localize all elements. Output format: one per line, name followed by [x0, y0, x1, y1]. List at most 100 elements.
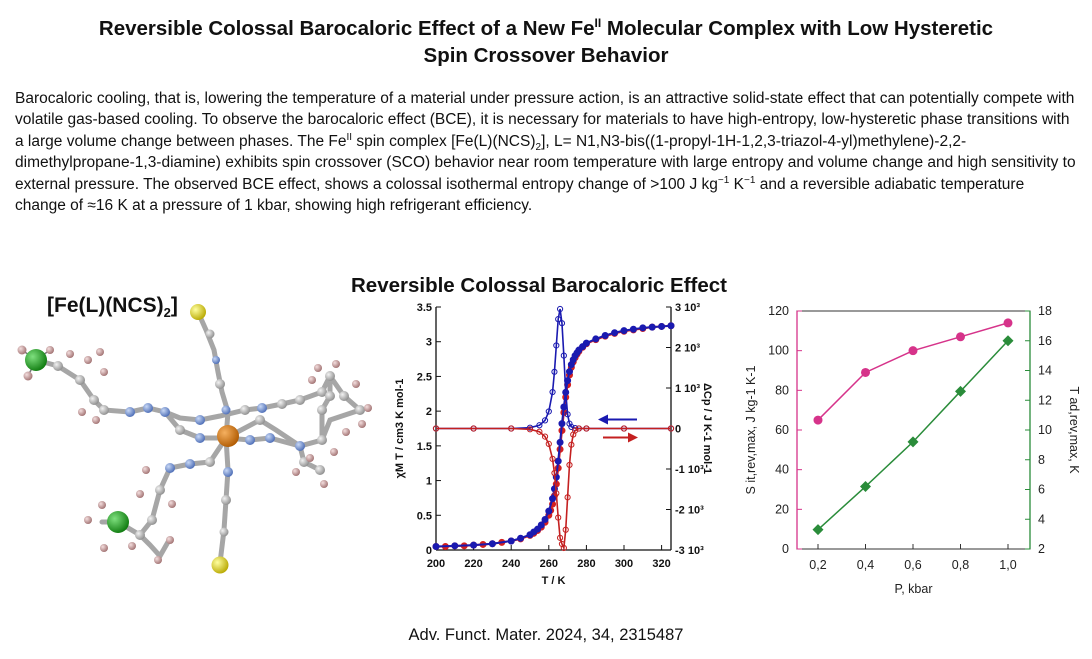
- data-point: [555, 514, 562, 521]
- data-point: [545, 507, 553, 515]
- temperature-data-point: [812, 524, 824, 536]
- data-point: [536, 422, 543, 429]
- y2-tick-label: 14: [1038, 364, 1052, 378]
- data-point: [555, 316, 562, 323]
- y-tick-label: 20: [775, 502, 789, 516]
- data-point: [470, 541, 478, 549]
- y2-tick-label: 18: [1038, 304, 1052, 318]
- data-point: [549, 455, 556, 462]
- data-point: [508, 425, 515, 432]
- y2-tick-label: 8: [1038, 453, 1045, 467]
- data-point: [565, 368, 573, 376]
- temperature-data-point: [907, 436, 919, 448]
- data-point: [553, 490, 560, 497]
- data-point: [582, 339, 590, 347]
- data-point: [592, 335, 600, 343]
- data-point: [470, 425, 477, 432]
- data-point: [545, 408, 552, 415]
- y2-tick-label: 2: [1038, 542, 1045, 556]
- data-point: [537, 521, 545, 529]
- entropy-data-point: [1003, 318, 1013, 328]
- x-tick-label: 320: [652, 558, 670, 570]
- y2-tick-label: 0: [675, 424, 681, 436]
- data-point: [620, 327, 628, 335]
- data-point: [488, 540, 496, 548]
- y2-tick-label: 12: [1038, 393, 1052, 407]
- x-tick-label: 220: [464, 558, 482, 570]
- data-point: [536, 428, 543, 435]
- x-tick-label: 0,2: [809, 558, 826, 572]
- data-point: [639, 324, 647, 332]
- y-tick-label: 120: [768, 304, 789, 318]
- abstract: Barocaloric cooling, that is, lowering t…: [15, 90, 1076, 215]
- y-tick-label: 3.5: [417, 302, 432, 314]
- x-tick-label: 0,8: [952, 558, 969, 572]
- data-point: [549, 388, 556, 396]
- data-point: [526, 426, 534, 433]
- entropy-data-point: [956, 332, 965, 342]
- y2-tick-label: -3 10³: [675, 545, 704, 557]
- data-point: [583, 425, 590, 432]
- y-tick-label: 100: [768, 344, 789, 358]
- temperature-data-point: [955, 385, 966, 397]
- data-point: [667, 322, 675, 330]
- y2-tick-label: -2 10³: [675, 505, 704, 517]
- x-axis-label: P, kbar: [895, 582, 933, 596]
- data-point: [432, 543, 440, 551]
- y-axis-label: S it,rev,max, J kg-1 K-1: [744, 365, 758, 494]
- cooling-arrow-head: [598, 414, 608, 425]
- y2-tick-label: 3 10³: [675, 302, 700, 314]
- data-point: [658, 322, 666, 330]
- x-tick-label: 0,4: [857, 558, 874, 572]
- y-tick-label: 80: [775, 383, 789, 397]
- x-tick-label: 260: [540, 558, 558, 570]
- x-tick-label: 200: [427, 558, 445, 570]
- data-point: [575, 425, 582, 432]
- y2-tick-label: 6: [1038, 483, 1045, 497]
- y-tick-label: 0: [782, 542, 789, 556]
- data-point: [545, 440, 552, 447]
- paper-title: Reversible Colossal Barocaloric Effect o…: [98, 16, 994, 67]
- y2-tick-label: 4: [1038, 512, 1045, 526]
- y-tick-label: 1.5: [417, 441, 432, 453]
- y-tick-label: 3: [426, 337, 432, 349]
- data-point: [564, 411, 571, 418]
- y-axis-label: χM T / cm3 K mol-1: [394, 379, 406, 479]
- data-point: [541, 417, 549, 424]
- entropy-data-point: [813, 415, 823, 425]
- series-line: [436, 427, 671, 551]
- y2-tick-label: -1 10³: [675, 464, 704, 476]
- temperature-series-line: [817, 340, 1009, 531]
- data-point: [564, 494, 571, 501]
- data-point: [554, 457, 562, 465]
- data-point: [667, 425, 675, 432]
- temperature-data-point: [1002, 335, 1014, 347]
- data-point: [648, 323, 656, 331]
- data-point: [556, 534, 564, 541]
- y2-tick-label: 10: [1038, 423, 1052, 437]
- x-tick-label: 240: [502, 558, 520, 570]
- y-tick-label: 2: [426, 406, 432, 418]
- data-point: [451, 542, 459, 550]
- y2-tick-label: 2 10³: [675, 343, 700, 355]
- y2-axis-label: ΔCp / J K-1 mol-1: [701, 383, 713, 474]
- data-point: [553, 342, 560, 349]
- data-point: [560, 352, 567, 359]
- data-point: [566, 461, 573, 469]
- data-point: [558, 420, 566, 428]
- molecule-label: [Fe(L)(NCS)2]: [47, 294, 178, 321]
- x-axis-label: T / K: [542, 575, 566, 587]
- data-point: [551, 368, 558, 375]
- data-point: [562, 526, 569, 533]
- data-point: [629, 325, 637, 333]
- graphical-abstract-title: Reversible Colossal Barocaloric Effect: [351, 274, 727, 297]
- data-point: [541, 515, 549, 523]
- data-point: [562, 388, 569, 396]
- heating-arrow-head: [628, 432, 638, 443]
- data-point: [541, 433, 549, 440]
- entropy-data-point: [908, 346, 918, 356]
- x-tick-label: 300: [615, 558, 633, 570]
- entropy-data-point: [861, 367, 870, 377]
- y-tick-label: 40: [775, 463, 789, 477]
- data-point: [556, 305, 564, 313]
